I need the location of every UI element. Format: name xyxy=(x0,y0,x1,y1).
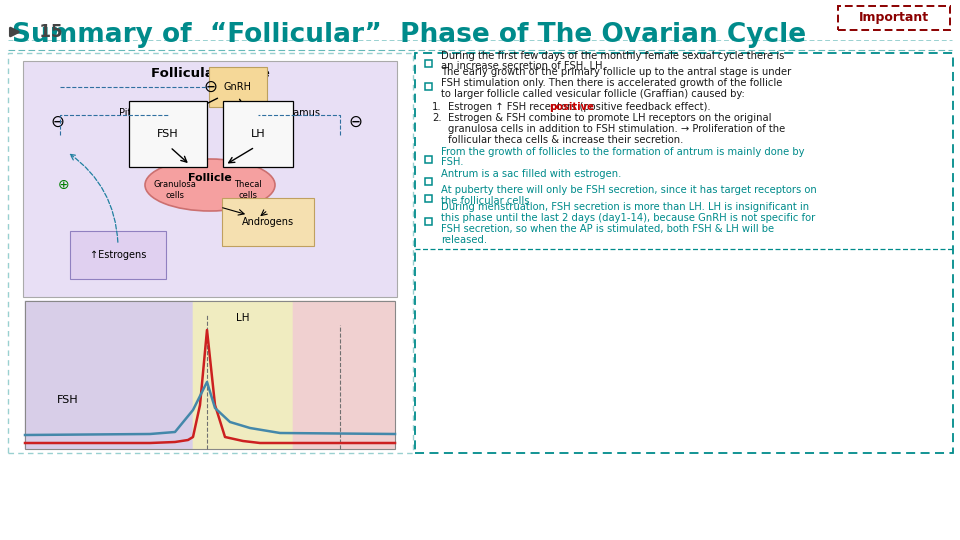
Text: FSH: FSH xyxy=(58,395,79,405)
Text: Important: Important xyxy=(859,11,929,24)
FancyBboxPatch shape xyxy=(8,53,413,453)
Text: to larger follicle called vesicular follicle (Graffian) caused by:: to larger follicle called vesicular foll… xyxy=(441,89,745,99)
Text: released.: released. xyxy=(441,235,487,245)
Text: ↑Estrogens: ↑Estrogens xyxy=(90,250,146,260)
Text: Androgens: Androgens xyxy=(242,217,294,227)
FancyBboxPatch shape xyxy=(838,6,950,30)
Text: positive: positive xyxy=(549,102,593,112)
Text: 2.: 2. xyxy=(432,113,442,123)
Text: the follicular cells.: the follicular cells. xyxy=(441,196,533,206)
Text: follicular theca cells & increase their secretion.: follicular theca cells & increase their … xyxy=(448,135,684,145)
Text: Granulosa
cells: Granulosa cells xyxy=(154,180,197,200)
Text: ⊖: ⊖ xyxy=(348,113,362,131)
Text: FSH.: FSH. xyxy=(441,157,464,167)
Bar xyxy=(425,195,432,202)
Text: From the growth of follicles to the formation of antrum is mainly done by: From the growth of follicles to the form… xyxy=(441,147,804,157)
Bar xyxy=(425,83,432,90)
Bar xyxy=(425,60,432,67)
Bar xyxy=(425,178,432,185)
Text: At puberty there will only be FSH secretion, since it has target receptors on: At puberty there will only be FSH secret… xyxy=(441,185,817,195)
Text: granulosa cells in addition to FSH stimulation. → Proliferation of the: granulosa cells in addition to FSH stimu… xyxy=(448,124,785,134)
Text: LH: LH xyxy=(251,129,265,139)
Text: ⊕: ⊕ xyxy=(59,178,70,192)
FancyBboxPatch shape xyxy=(25,301,193,449)
Text: Follicle: Follicle xyxy=(188,173,232,183)
Text: During menstruation, FSH secretion is more than LH. LH is insignificant in: During menstruation, FSH secretion is mo… xyxy=(441,202,809,212)
Text: ⊖: ⊖ xyxy=(204,78,217,96)
Text: Follicular phase: Follicular phase xyxy=(151,66,270,79)
Text: GnRH: GnRH xyxy=(224,82,252,92)
Text: Antrum is a sac filled with estrogen.: Antrum is a sac filled with estrogen. xyxy=(441,169,621,179)
Text: an increase secretion of FSH, LH.: an increase secretion of FSH, LH. xyxy=(441,61,606,71)
FancyBboxPatch shape xyxy=(415,53,953,453)
FancyBboxPatch shape xyxy=(193,301,294,449)
Text: The early growth of the primary follicle up to the antral stage is under: The early growth of the primary follicle… xyxy=(441,67,791,77)
Ellipse shape xyxy=(145,159,275,211)
Text: Pituitary: Pituitary xyxy=(119,108,160,118)
Text: During the first few days of the monthly female sexual cycle there is: During the first few days of the monthly… xyxy=(441,51,784,61)
Text: 15: 15 xyxy=(28,23,62,41)
Text: FSH secretion, so when the AP is stimulated, both FSH & LH will be: FSH secretion, so when the AP is stimula… xyxy=(441,224,774,234)
Bar xyxy=(425,156,432,163)
Text: Summary of  “Follicular”  Phase of The Ovarian Cycle: Summary of “Follicular” Phase of The Ova… xyxy=(12,22,806,48)
Text: FSH: FSH xyxy=(157,129,179,139)
FancyBboxPatch shape xyxy=(293,301,396,449)
Text: Hypothalamus: Hypothalamus xyxy=(250,108,321,118)
Bar xyxy=(425,218,432,225)
Text: FSH stimulation only. Then there is accelerated growth of the follicle: FSH stimulation only. Then there is acce… xyxy=(441,78,782,88)
Text: Thecal
cells: Thecal cells xyxy=(234,180,262,200)
Text: this phase until the last 2 days (day1-14), because GnRH is not specific for: this phase until the last 2 days (day1-1… xyxy=(441,213,815,223)
Text: Estrogen ↑ FSH receptors (positive feedback effect).: Estrogen ↑ FSH receptors (positive feedb… xyxy=(448,102,710,112)
Text: LH: LH xyxy=(236,313,250,323)
Text: Estrogen & FSH combine to promote LH receptors on the original: Estrogen & FSH combine to promote LH rec… xyxy=(448,113,772,123)
Text: ⊖: ⊖ xyxy=(50,113,64,131)
FancyBboxPatch shape xyxy=(23,61,397,297)
Text: 1.: 1. xyxy=(432,102,442,112)
